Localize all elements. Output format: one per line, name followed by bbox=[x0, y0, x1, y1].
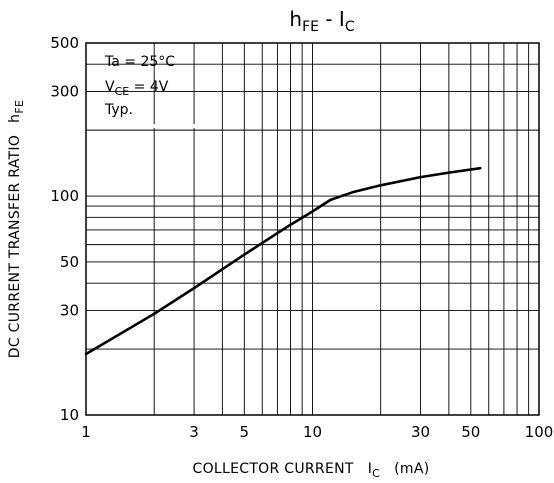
y-tick-label: 50 bbox=[60, 253, 79, 271]
y-axis-label: DC CURRENT TRANSFER RATIOhFE bbox=[7, 100, 26, 358]
y-tick-label: 100 bbox=[50, 187, 79, 205]
grid-lines bbox=[86, 43, 539, 415]
annotation-typ: Typ. bbox=[104, 102, 133, 118]
plot-frame bbox=[85, 42, 540, 416]
y-tick-label: 300 bbox=[50, 83, 79, 101]
y-tick-label: 500 bbox=[50, 34, 79, 52]
x-tick-label: 50 bbox=[461, 423, 480, 441]
x-tick-label: 3 bbox=[189, 423, 199, 441]
annotation-temperature: Ta = 25°C bbox=[104, 54, 175, 70]
tick-labels: 1 3 5 10 30 50 100 10 30 50 100 300 500 bbox=[50, 34, 553, 441]
annotation-vce: VCE = 4V bbox=[105, 79, 169, 98]
x-tick-label: 30 bbox=[411, 423, 430, 441]
x-tick-label: 1 bbox=[81, 423, 91, 441]
annotation-box: Ta = 25°C VCE = 4V Typ. bbox=[104, 54, 175, 118]
x-tick-label: 10 bbox=[303, 423, 322, 441]
y-tick-label: 10 bbox=[60, 406, 79, 424]
x-tick-label: 5 bbox=[240, 423, 250, 441]
series-line bbox=[84, 166, 482, 356]
x-axis-label: COLLECTOR CURRENT IC (mA) bbox=[193, 461, 430, 480]
x-tick-label: 100 bbox=[525, 423, 554, 441]
chart-title: hFE - IC bbox=[289, 7, 354, 35]
y-tick-label: 30 bbox=[60, 302, 79, 320]
series-layer bbox=[84, 166, 482, 356]
annotation-box-mask bbox=[86, 124, 221, 128]
